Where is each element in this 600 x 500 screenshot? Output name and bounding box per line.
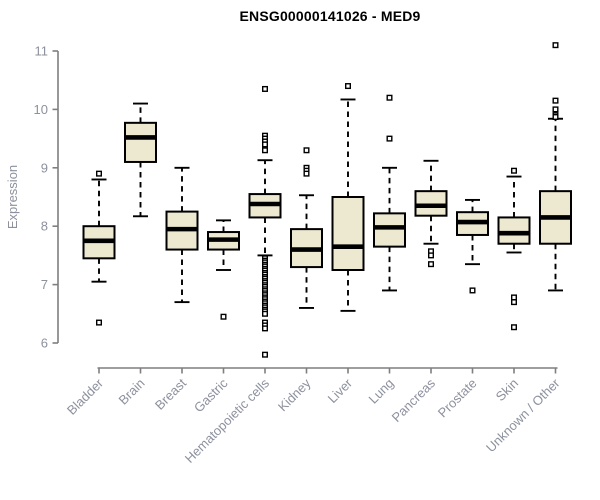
x-category-label-skin: Skin (493, 376, 521, 404)
outlier-point (552, 106, 559, 113)
outlier-point (552, 113, 559, 120)
box-gastric (207, 219, 240, 320)
box-liver (331, 83, 365, 312)
outlier-point (262, 351, 269, 358)
iqr-box (373, 212, 406, 248)
y-tick-label: 9 (41, 160, 48, 175)
iqr-box (497, 216, 531, 245)
outlier-point (262, 147, 269, 154)
outlier-point (511, 324, 518, 331)
x-category-label-breast: Breast (152, 375, 189, 412)
iqr-box (124, 121, 157, 163)
x-category-label-brain: Brain (116, 376, 148, 408)
box-prostate (456, 198, 489, 294)
x-category-label-unknown-other: Unknown / Other (483, 375, 563, 455)
outlier-point (95, 319, 102, 326)
outlier-point (220, 313, 227, 320)
y-tick-label: 6 (41, 336, 48, 351)
y-tick-label: 8 (41, 219, 48, 234)
y-axis-label: Expression (5, 165, 20, 229)
y-tick-label: 11 (35, 44, 49, 59)
outlier-point (428, 252, 435, 259)
x-category-label-pancreas: Pancreas (389, 375, 439, 425)
iqr-box (331, 196, 365, 271)
outlier-point (262, 310, 269, 317)
outlier-point (511, 299, 518, 306)
y-tick-label: 10 (34, 102, 48, 117)
box-unknown-other (539, 42, 572, 292)
x-category-label-bladder: Bladder (64, 375, 107, 418)
x-category-label-prostate: Prostate (435, 376, 480, 421)
outlier-point (262, 85, 269, 92)
chart-title: ENSG00000141026 - MED9 (239, 8, 421, 24)
box-breast (165, 166, 199, 304)
box-skin (497, 167, 531, 331)
iqr-box (414, 190, 448, 217)
box-series (82, 42, 572, 358)
x-category-label-kidney: Kidney (275, 375, 314, 414)
outlier-point (262, 325, 269, 332)
x-category-label-lung: Lung (366, 376, 397, 407)
y-tick-label: 7 (41, 277, 48, 292)
x-category-label-gastric: Gastric (191, 375, 231, 415)
outlier-point (511, 294, 518, 301)
outlier-point (552, 42, 559, 49)
outlier-point (386, 94, 393, 101)
outlier-point (262, 141, 269, 148)
outlier-point (511, 167, 518, 174)
outlier-point (552, 97, 559, 104)
outlier-point (428, 261, 435, 268)
outlier-point (469, 287, 476, 294)
outlier-point (386, 135, 393, 142)
box-kidney (290, 147, 323, 309)
outlier-point (303, 170, 310, 177)
outlier-point (303, 147, 310, 154)
box-hematopoietic-cells (248, 85, 282, 358)
outlier-point (345, 83, 352, 90)
outlier-point (95, 170, 102, 177)
box-pancreas (414, 159, 448, 268)
x-category-label-liver: Liver (325, 375, 356, 406)
box-brain (124, 102, 157, 218)
box-lung (373, 94, 406, 292)
box-bladder (82, 170, 116, 326)
